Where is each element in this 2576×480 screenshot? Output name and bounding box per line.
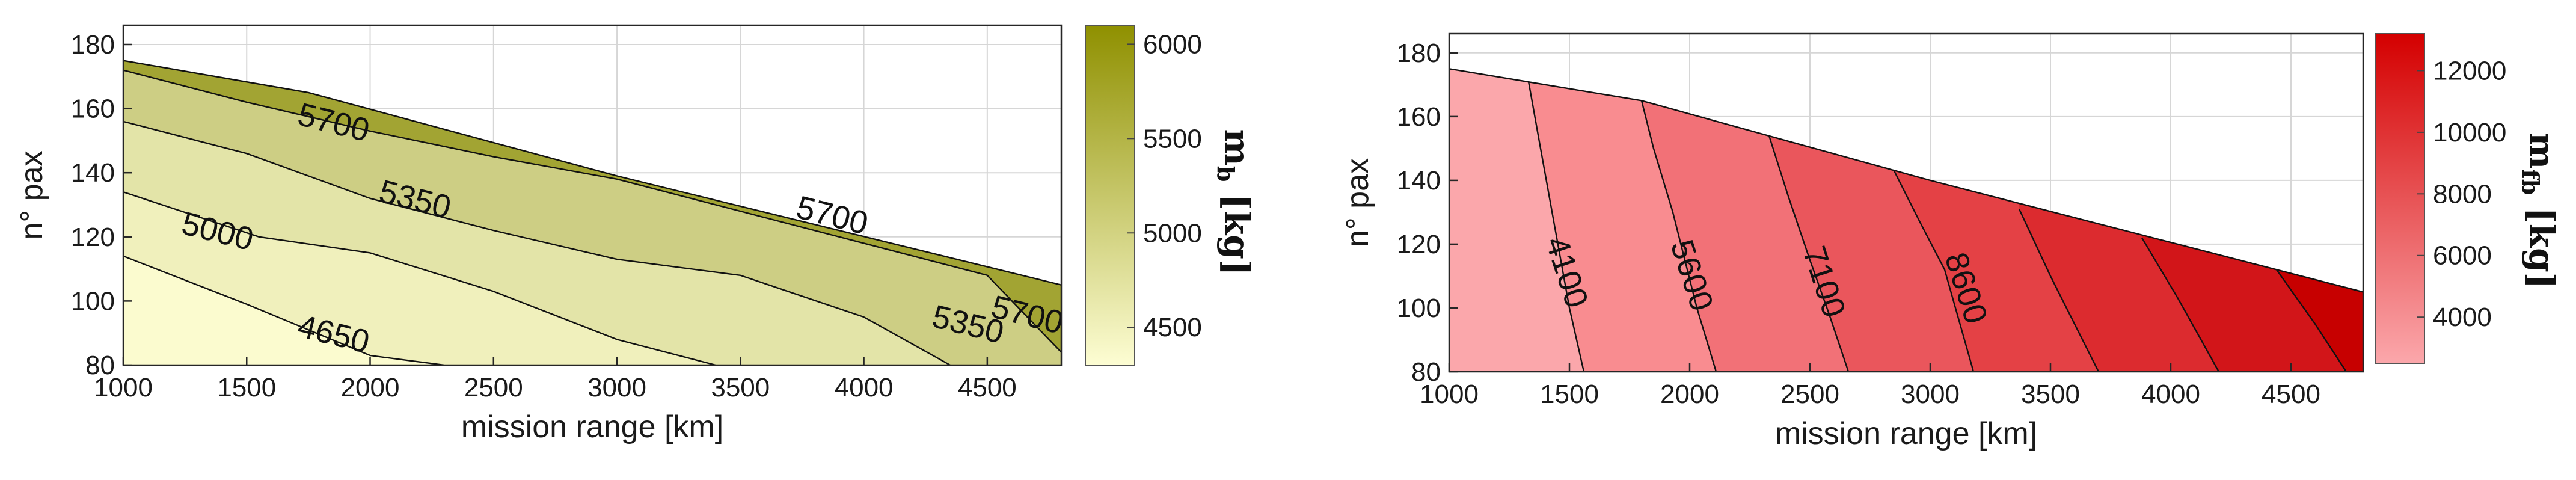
right-contour-chart: 4100 5600 7100 8600 1000 1500 2000 2500 3000 350…	[1340, 32, 2562, 451]
right-colorbar-ticks: 12000 10000 8000 6000 4000	[2417, 56, 2506, 332]
y-tick-label: 120	[71, 223, 115, 252]
x-tick-label: 4500	[2262, 380, 2320, 409]
y-tick-label: 180	[1397, 38, 1441, 68]
right-contour-lines	[1449, 68, 2364, 372]
colorbar-tick-label: 8000	[2433, 179, 2492, 209]
right-colorbar-label: mfb [kg]	[2517, 132, 2562, 289]
left-colorbar	[1085, 25, 1135, 366]
contour-line	[1527, 81, 1585, 372]
feasible-boundary-line	[123, 60, 1062, 286]
right-x-axis-label: mission range [km]	[1775, 416, 2037, 451]
left-colorbar-label: mb [kg]	[1212, 129, 1257, 276]
left-colorbar-label-main: m	[1216, 129, 1257, 166]
colorbar-tick-label: 10000	[2433, 118, 2506, 147]
right-x-ticks: 1000 1500 2000 2500 3000 3500 4000 4500	[1420, 363, 2320, 409]
right-y-ticks: 80 100 120 140 160 180	[1397, 38, 1458, 387]
contour-line	[2141, 237, 2220, 372]
left-y-axis-label: n° pax	[14, 150, 49, 239]
right-colorbar-label-unit: [kg]	[2521, 195, 2562, 289]
contour-line	[2276, 269, 2348, 372]
y-tick-label: 100	[71, 286, 115, 316]
x-tick-label: 4000	[2141, 380, 2200, 409]
y-tick-label: 120	[1397, 230, 1441, 259]
x-tick-label: 1000	[1420, 380, 1479, 409]
y-tick-label: 140	[71, 158, 115, 188]
y-tick-label: 180	[71, 30, 115, 60]
x-tick-label: 3500	[2021, 380, 2080, 409]
x-tick-label: 3000	[587, 373, 646, 402]
x-tick-label: 4500	[958, 373, 1017, 402]
x-tick-label: 1500	[1540, 380, 1599, 409]
colorbar-tick-label: 4500	[1143, 313, 1202, 342]
contour-lines	[123, 69, 1061, 365]
contour-line	[1640, 100, 1717, 372]
contour-line	[1768, 135, 1850, 372]
right-colorbar	[2375, 33, 2425, 364]
contour-line	[123, 120, 951, 365]
x-tick-label: 1000	[94, 373, 153, 402]
colorbar-tick-label: 5000	[1143, 218, 1202, 248]
x-tick-label: 2500	[464, 373, 523, 402]
left-colorbar-label-unit: [kg]	[1216, 182, 1257, 275]
left-contour-lines	[123, 60, 1062, 365]
contour-line	[123, 255, 444, 365]
contour-line	[123, 191, 716, 365]
right-colorbar-label-main: m	[2521, 132, 2562, 169]
colorbar-tick-label: 4000	[2433, 303, 2492, 332]
feasible-boundary-line	[1449, 68, 2364, 293]
y-tick-label: 160	[71, 94, 115, 124]
colorbar-tick-label: 6000	[2433, 241, 2492, 271]
contour-line	[1893, 170, 1975, 372]
right-plot-frame	[1448, 32, 2364, 373]
left-colorbar-ticks: 6000 5500 5000 4500	[1127, 29, 1202, 342]
x-tick-label: 4000	[835, 373, 894, 402]
y-tick-label: 80	[85, 351, 115, 380]
x-tick-label: 2000	[341, 373, 400, 402]
right-colorbar-label-sub: fb	[2517, 169, 2544, 195]
left-x-axis-label: mission range [km]	[461, 410, 723, 445]
x-tick-label: 3500	[711, 373, 770, 402]
contour-line	[123, 69, 1061, 353]
y-tick-label: 160	[1397, 102, 1441, 132]
y-tick-label: 80	[1411, 357, 1441, 387]
contour-lines	[1527, 81, 2348, 372]
left-plot-frame	[122, 24, 1063, 366]
left-x-ticks: 1000 1500 2000 2500 3000 3500 4000 4500	[94, 357, 1017, 402]
colorbar-tick-label: 6000	[1143, 29, 1202, 59]
y-tick-label: 100	[1397, 294, 1441, 323]
contour-line	[2018, 209, 2100, 372]
colorbar-tick-label: 12000	[2433, 56, 2506, 85]
left-y-ticks: 80 100 120 140 160 180	[71, 30, 132, 380]
x-tick-label: 1500	[217, 373, 276, 402]
x-tick-label: 2000	[1660, 380, 1719, 409]
left-colorbar-label-sub: b	[1212, 166, 1239, 182]
colorbar-tick-label: 5500	[1143, 124, 1202, 153]
right-y-axis-label: n° pax	[1340, 158, 1375, 247]
x-tick-label: 2500	[1780, 380, 1839, 409]
y-tick-label: 140	[1397, 166, 1441, 195]
x-tick-label: 3000	[1901, 380, 1960, 409]
